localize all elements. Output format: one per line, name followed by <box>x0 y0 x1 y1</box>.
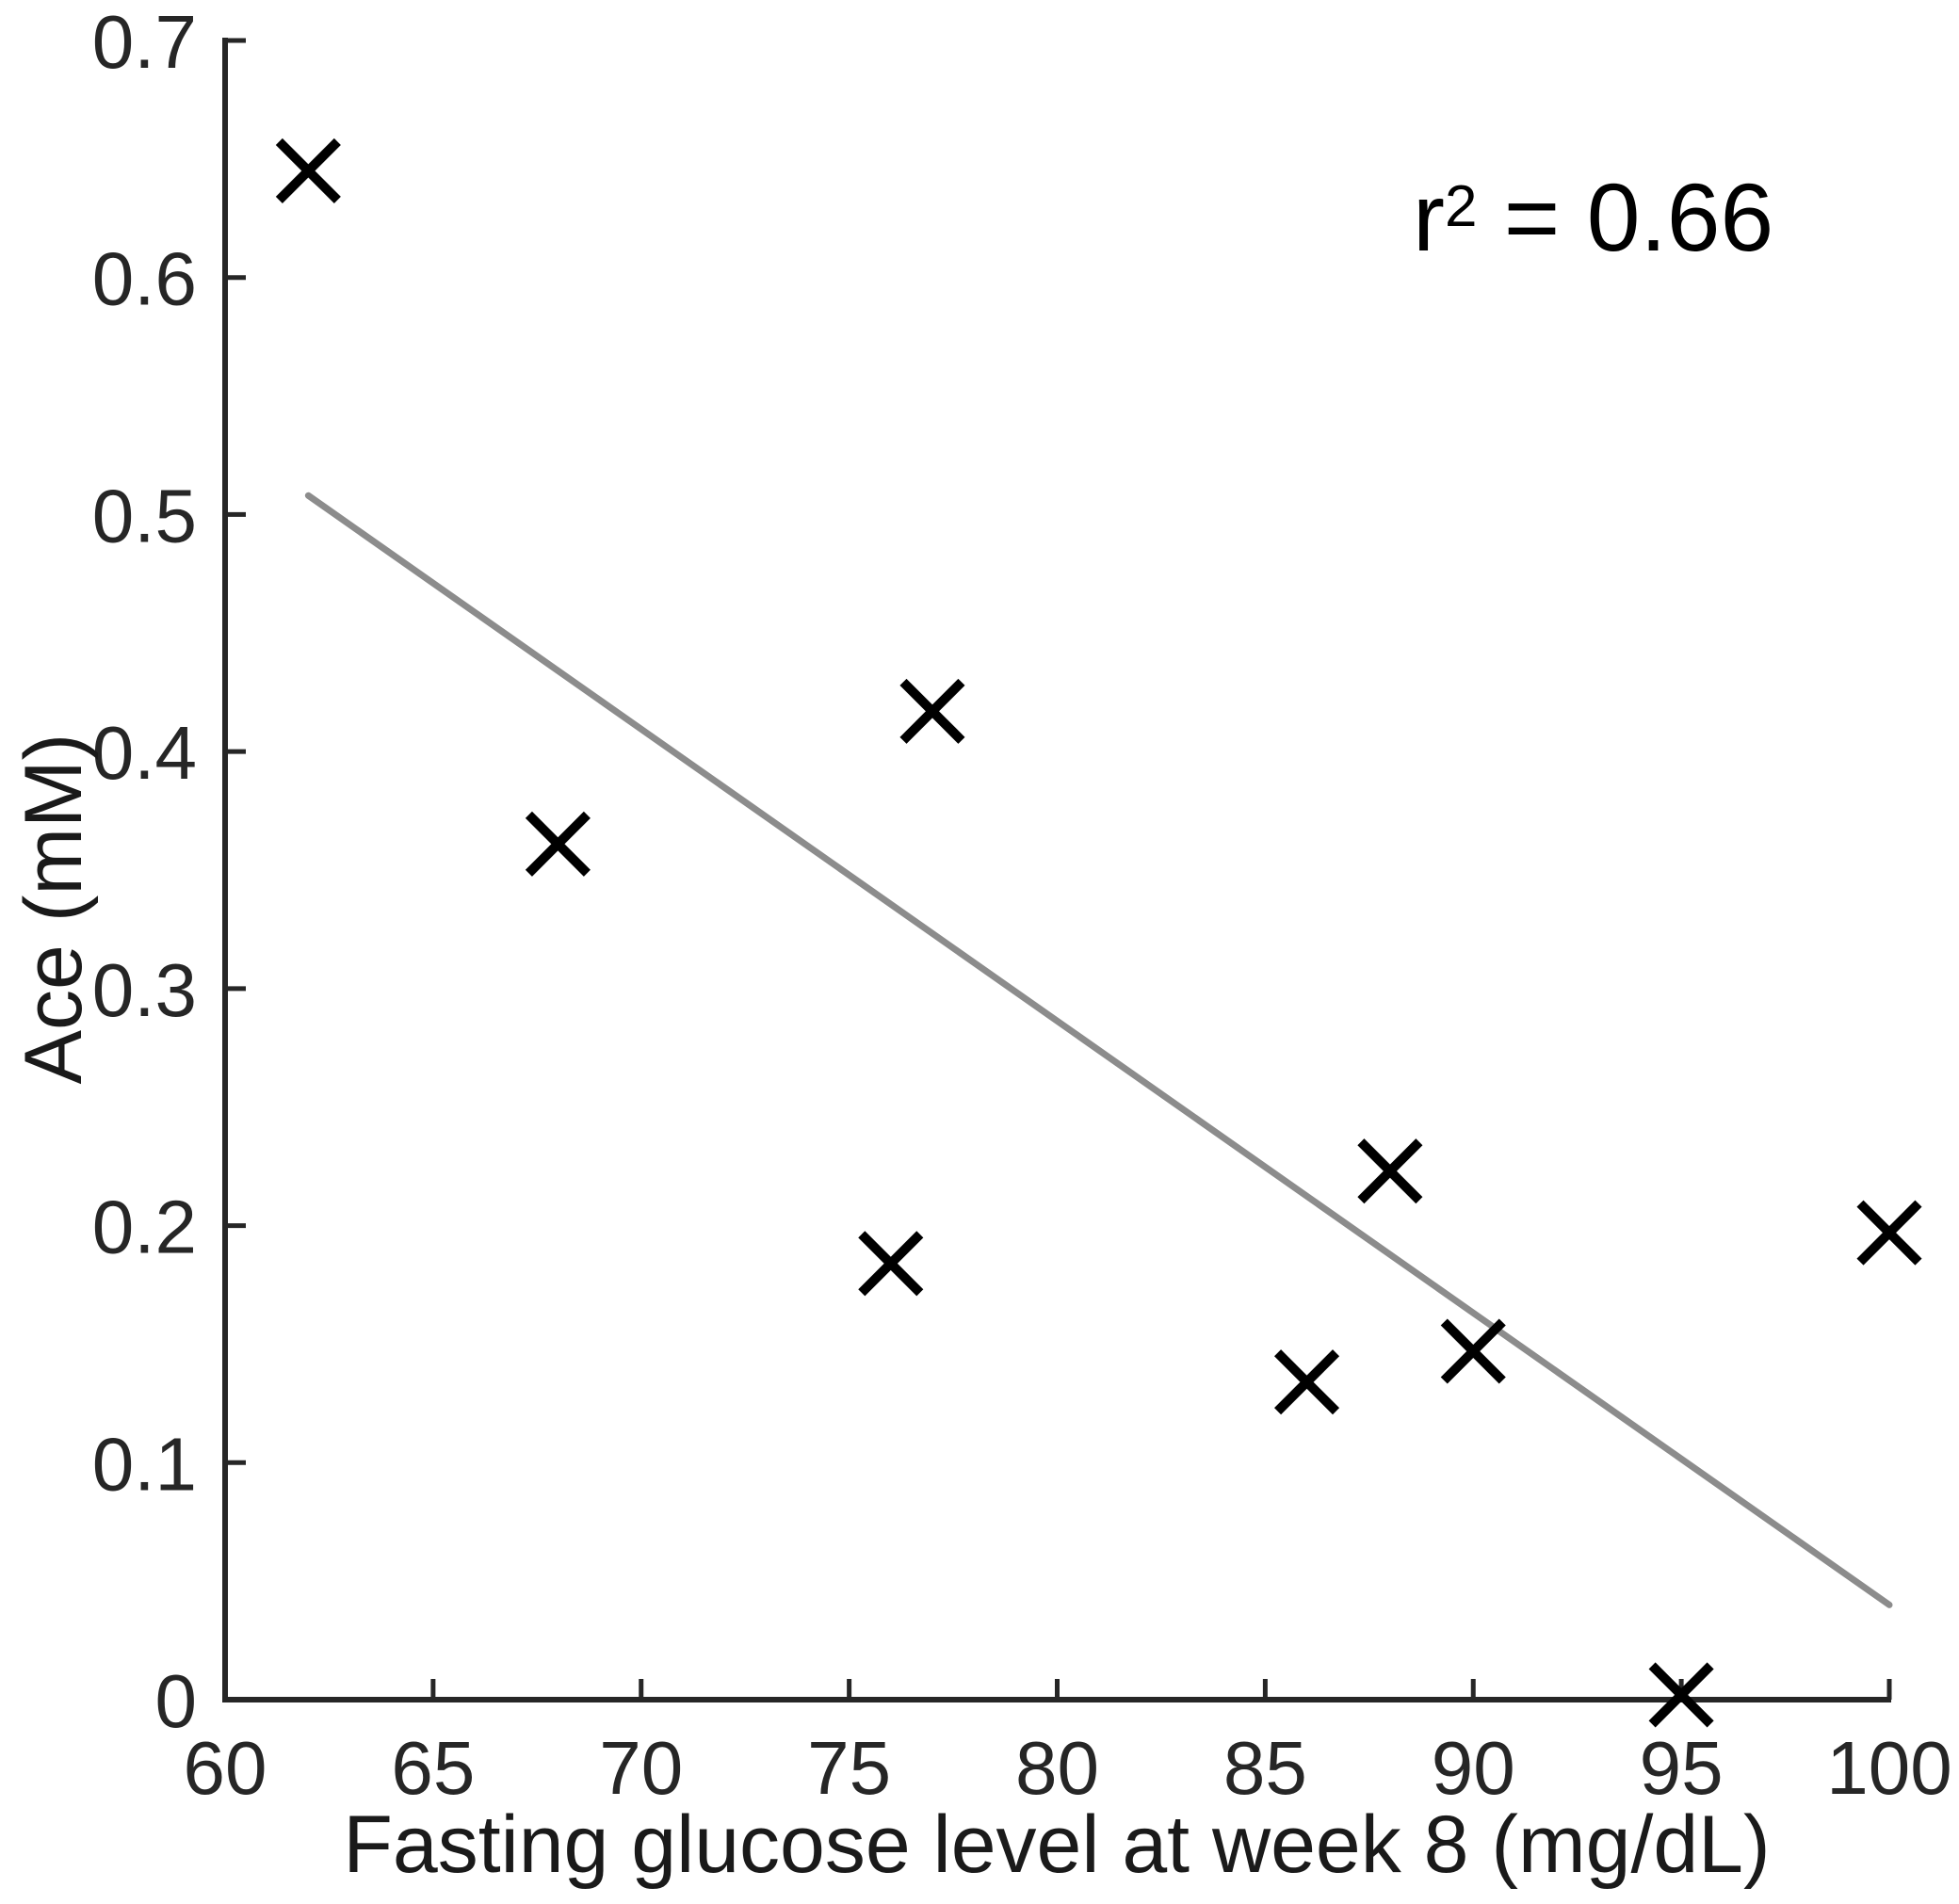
data-point-marker <box>1357 1138 1423 1204</box>
data-point-marker <box>525 811 591 877</box>
data-point-marker <box>899 678 965 744</box>
regression-line <box>304 492 1893 1608</box>
x-tick-label: 75 <box>807 1726 891 1810</box>
y-tick-label: 0.1 <box>92 1422 197 1506</box>
x-tick-label: 85 <box>1223 1726 1307 1810</box>
x-axis-title: Fasting glucose level at week 8 (mg/dL) <box>343 1799 1771 1890</box>
data-point-marker <box>1274 1349 1340 1415</box>
y-tick-label: 0 <box>155 1659 198 1743</box>
x-tick-label: 65 <box>391 1726 475 1810</box>
r-squared-base: r <box>1413 164 1445 271</box>
y-tick-label: 0.3 <box>92 948 197 1032</box>
r-squared-annotation: r2 = 0.66 <box>1413 169 1773 266</box>
x-tick-label: 95 <box>1640 1726 1724 1810</box>
y-tick-label: 0.7 <box>92 0 197 84</box>
y-tick-label: 0.6 <box>92 237 197 321</box>
x-tick-label: 70 <box>599 1726 683 1810</box>
x-tick-label: 60 <box>184 1726 267 1810</box>
data-point-marker <box>1440 1318 1506 1384</box>
x-tick-label: 80 <box>1015 1726 1099 1810</box>
y-tick-label: 0.4 <box>92 711 197 795</box>
data-point-marker <box>1648 1662 1714 1728</box>
data-point-marker <box>1856 1200 1922 1266</box>
r-squared-value: = 0.66 <box>1477 164 1774 271</box>
data-point-marker <box>275 137 341 203</box>
r-squared-superscript: 2 <box>1444 173 1478 239</box>
x-tick-label: 100 <box>1826 1726 1951 1810</box>
y-axis-title: Ace (mM) <box>8 733 99 1085</box>
x-tick-label: 90 <box>1432 1726 1515 1810</box>
y-tick-label: 0.2 <box>92 1186 197 1269</box>
y-tick-label: 0.5 <box>92 474 197 557</box>
data-point-marker <box>858 1231 924 1297</box>
